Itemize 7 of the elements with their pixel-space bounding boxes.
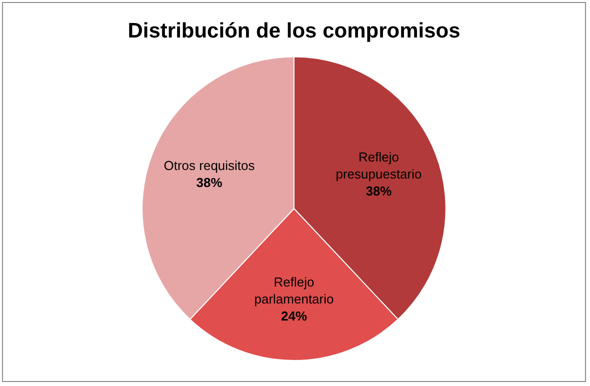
data-label: 38% [366,184,392,199]
slice-label: Otros requisitos [164,158,256,174]
data-label: 24% [280,308,308,324]
data-label: 38% [196,175,223,190]
slice-label: Reflejo presupuestario [336,150,422,182]
slice-label: Reflejo parlamentario [254,274,334,306]
chart-title: Distribución de los compromisos [128,19,460,42]
